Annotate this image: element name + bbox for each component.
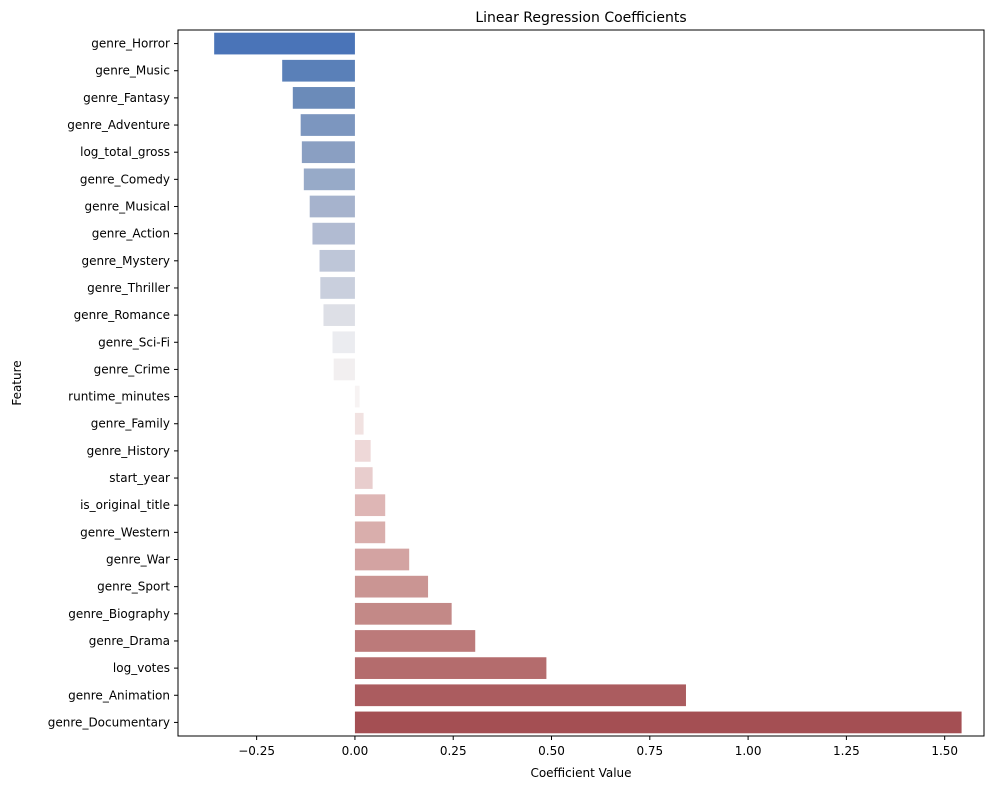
bar-genre-thriller (320, 277, 355, 299)
bar-genre-comedy (303, 168, 355, 191)
bar-start-year (354, 467, 373, 489)
bar-genre-drama (354, 630, 476, 652)
x-tick-label: 1.50 (931, 744, 958, 758)
bar-genre-crime (333, 358, 355, 381)
y-tick-label: genre_Crime (94, 362, 170, 376)
y-tick-label: genre_Documentary (48, 715, 170, 729)
y-tick-label: genre_Romance (74, 308, 170, 322)
y-tick-label: genre_Sport (97, 580, 170, 594)
x-tick-label: 0.50 (538, 744, 565, 758)
y-tick-label: genre_Family (91, 417, 170, 431)
x-tick-label: 1.00 (735, 744, 762, 758)
bar-genre-war (354, 548, 410, 571)
y-tick-label: genre_Comedy (80, 172, 170, 186)
y-tick-label: is_original_title (80, 498, 170, 512)
bars-group (214, 32, 962, 734)
bar-genre-fantasy (292, 87, 355, 109)
y-tick-label: genre_Musical (85, 200, 171, 214)
bar-log-votes (354, 657, 547, 679)
y-tick-label: log_total_gross (80, 145, 170, 159)
bar-genre-western (354, 521, 386, 544)
y-tick-label: genre_Horror (91, 37, 170, 51)
bar-log-total-gross (301, 141, 355, 164)
y-tick-label: genre_Adventure (67, 118, 170, 132)
y-axis-label: Feature (10, 360, 24, 405)
x-tick-label: 1.25 (833, 744, 860, 758)
bar-genre-romance (323, 304, 355, 326)
bar-genre-sport (354, 575, 429, 598)
x-tick-label: 0.75 (636, 744, 663, 758)
bar-runtime-minutes (354, 385, 360, 408)
y-tick-label: genre_Biography (68, 607, 170, 621)
bar-genre-adventure (300, 114, 355, 136)
plot-frame (177, 29, 985, 737)
bar-genre-musical (309, 195, 355, 218)
bar-genre-horror (214, 32, 355, 55)
bar-genre-mystery (319, 249, 355, 272)
x-axis-ticks: −0.25 0.00 0.25 0.50 0.75 1.00 1.25 1.50 (238, 736, 958, 758)
y-tick-label: genre_Animation (68, 688, 170, 702)
bar-genre-music (282, 59, 355, 82)
y-tick-label: genre_Thriller (87, 281, 170, 295)
bar-genre-family (354, 412, 364, 435)
x-tick-label: −0.25 (238, 744, 275, 758)
y-tick-label: genre_War (106, 553, 170, 567)
bar-genre-biography (354, 602, 452, 625)
y-tick-label: genre_History (87, 444, 170, 458)
y-tick-label: genre_Music (95, 64, 170, 78)
y-tick-label: log_votes (113, 661, 170, 675)
bar-genre-animation (354, 684, 686, 707)
x-tick-label: 0.00 (342, 744, 369, 758)
y-tick-label: genre_Western (80, 525, 170, 539)
x-axis-label: Coefficient Value (530, 766, 631, 780)
chart-title: Linear Regression Coefficients (475, 10, 686, 26)
bar-genre-history (354, 440, 371, 462)
y-tick-label: genre_Drama (89, 634, 170, 648)
y-axis-ticks: genre_Horror genre_Music genre_Fantasygenr… (48, 37, 178, 729)
y-tick-label: genre_Action (92, 227, 170, 241)
y-tick-label: genre_Mystery (82, 254, 171, 268)
y-tick-label: start_year (109, 471, 170, 485)
y-tick-label: genre_Fantasy (83, 91, 170, 105)
bar-genre-sci-fi (332, 331, 355, 354)
y-tick-label: genre_Sci-Fi (98, 335, 170, 349)
x-tick-label: 0.25 (440, 744, 467, 758)
bar-is-original-title (354, 494, 386, 517)
y-tick-label: runtime_minutes (68, 390, 170, 404)
bar-genre-documentary (354, 711, 962, 734)
bar-genre-action (312, 222, 355, 245)
